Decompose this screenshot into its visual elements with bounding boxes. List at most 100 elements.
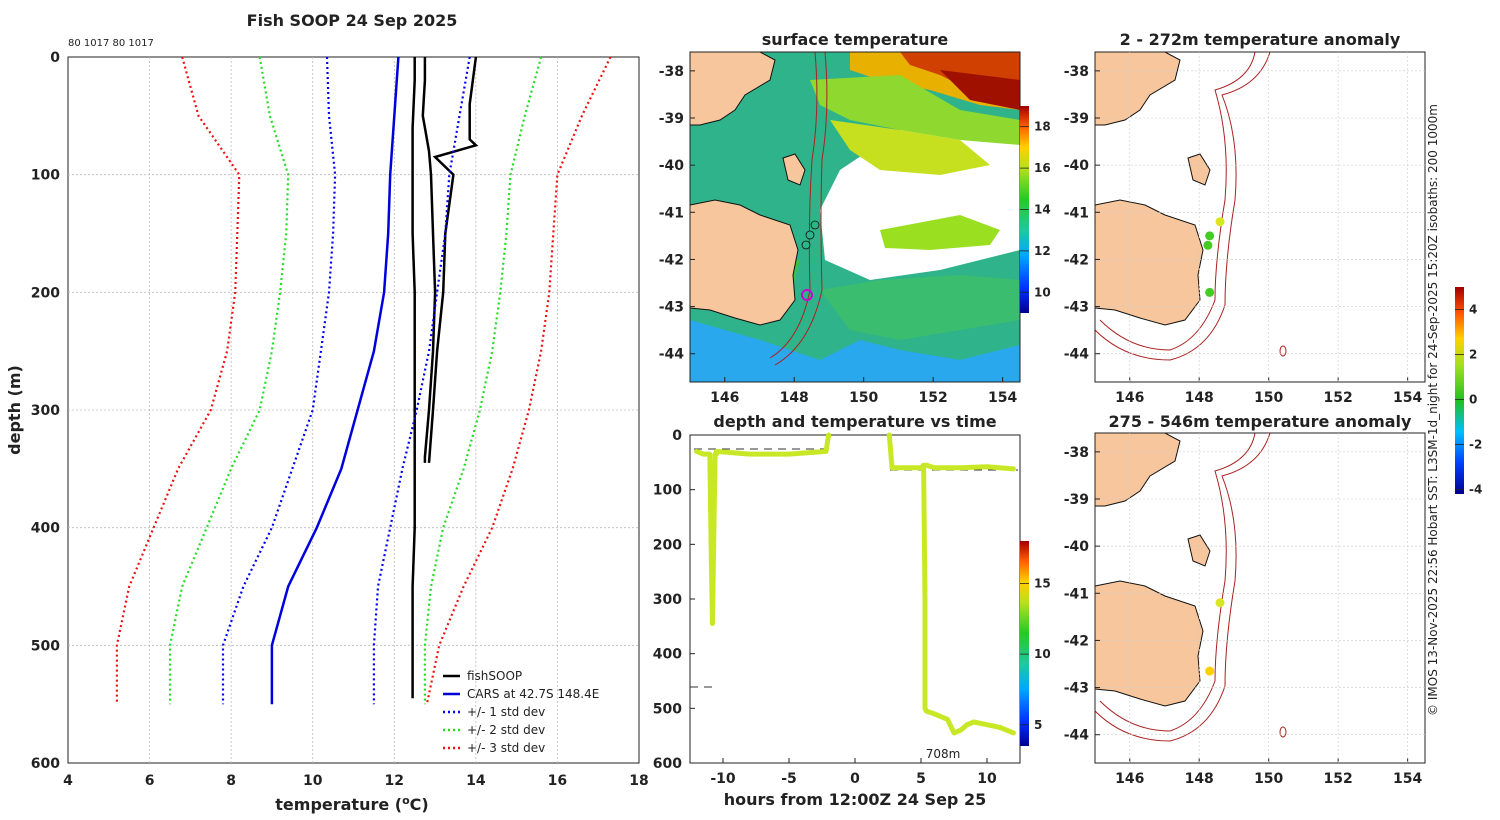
profile-series-fishsoop (411, 57, 416, 699)
depthtime-x-tick-label: -10 (710, 771, 736, 787)
depthtime-y-tick-label: 600 (653, 756, 682, 772)
map-y-tick-label: -40 (1064, 158, 1090, 174)
sst-isobath-1000 (774, 52, 828, 366)
profile-x-label: temperature (oC) (275, 794, 428, 814)
sst-field (690, 52, 1020, 382)
map-y-tick-label: -41 (659, 205, 684, 221)
depthtime-x-tick-label: 10 (977, 771, 997, 787)
depthtime-track (694, 432, 832, 627)
map-y-tick-label: -41 (1064, 586, 1089, 602)
profile-y-tick-label: 400 (31, 521, 60, 537)
profile-x-ticks: 4 6 8 10 12 14 16 18 (63, 773, 649, 789)
map-y-tick-label: -39 (1064, 111, 1089, 127)
map-y-tick-label: -43 (1064, 300, 1089, 316)
anomaly-deep-frame (1094, 432, 1426, 764)
map-x-tick-label: 148 (1185, 390, 1214, 406)
profile-series--3-std-dev (425, 56, 612, 705)
sst-colorbar-ticks: 10 12 14 16 18 (1020, 120, 1051, 299)
anomaly-shallow-land-tasmania (1095, 199, 1204, 326)
profile-x-tick-label: 18 (629, 773, 648, 789)
profile-series--3-std-dev (115, 56, 241, 705)
map-x-tick-label: 150 (1254, 771, 1283, 787)
anomaly-colorbar-ticks: -4 -2 0 2 4 (1455, 303, 1482, 497)
anomaly-shallow-y-ticks: -38 -39 -40 -41 -42 -43 -44 (1064, 64, 1100, 363)
profile-series--1-std-dev (221, 56, 337, 705)
anomaly-point (1205, 231, 1215, 241)
colorbar-tick-label: 10 (1034, 285, 1051, 299)
profile-x-tick-label: 6 (145, 773, 155, 789)
anomaly-shallow-seamount (1279, 345, 1287, 357)
anomaly-deep-title: 275 - 546m temperature anomaly (1109, 412, 1412, 431)
colorbar-tick-label: 12 (1034, 244, 1051, 258)
profile-title: Fish SOOP 24 Sep 2025 (247, 11, 458, 30)
map-x-tick-label: 154 (1393, 390, 1422, 406)
map-y-tick-label: -44 (659, 347, 685, 363)
profile-legend-entry: fishSOOP (467, 669, 522, 683)
profile-x-tick-label: 8 (226, 773, 236, 789)
map-y-tick-label: -42 (1064, 633, 1089, 649)
anomaly-point (1215, 217, 1225, 227)
sst-x-ticks: 146 148 150 152 154 (710, 377, 1017, 406)
map-y-tick-label: -38 (1064, 64, 1089, 80)
map-y-tick-label: -43 (1064, 681, 1089, 697)
profile-x-tick-label: 14 (466, 773, 486, 789)
colorbar-tick-label: -4 (1469, 483, 1482, 497)
map-x-tick-label: 148 (780, 390, 809, 406)
sst-land-flinders (782, 153, 806, 186)
anomaly-map-shallow: 2 - 272m temperature anomaly 146 148 150 15… (1064, 30, 1426, 406)
depthtime-x-label: hours from 12:00Z 24 Sep 25 (724, 790, 986, 809)
side-caption: © IMOS 13-Nov-2025 22:56 Hobart SST: L3S… (1426, 104, 1440, 716)
profile-x-tick-label: 4 (63, 773, 73, 789)
map-x-tick-label: 150 (849, 390, 878, 406)
profile-legend-entry: +/- 2 std dev (467, 723, 545, 737)
anomaly-shallow-title: 2 - 272m temperature anomaly (1120, 30, 1401, 49)
anomaly-shallow-frame (1094, 51, 1426, 383)
depthtime-title: depth and temperature vs time (713, 412, 996, 431)
colorbar-tick-label: 2 (1469, 348, 1477, 362)
sst-land-victoria (690, 52, 776, 126)
depthtime-annotation: 708m (926, 747, 961, 761)
profile-y-tick-label: 600 (31, 756, 60, 772)
map-x-tick-label: 152 (1324, 771, 1353, 787)
colorbar-tick-label: 10 (1034, 647, 1051, 661)
sst-obs-point (805, 230, 815, 240)
depthtime-x-tick-label: -5 (781, 771, 797, 787)
depthtime-y-ticks: 0 100 200 300 400 500 600 (653, 428, 695, 772)
depthtime-y-tick-label: 100 (653, 483, 682, 499)
anomaly-point (1215, 598, 1225, 608)
map-x-tick-label: 146 (710, 390, 739, 406)
sst-cars-location (801, 289, 813, 301)
profile-series--1-std-dev (372, 56, 471, 705)
depthtime-y-tick-label: 200 (653, 537, 682, 553)
anomaly-shallow-points (1203, 217, 1225, 297)
anomaly-deep-y-ticks: -38 -39 -40 -41 -42 -43 -44 (1064, 445, 1100, 744)
anomaly-deep-land-victoria (1095, 433, 1181, 507)
map-y-tick-label: -44 (1064, 347, 1090, 363)
profile-legend-entry: +/- 1 std dev (467, 705, 545, 719)
profile-lines (115, 56, 612, 705)
sst-panel: surface temperature (659, 30, 1051, 406)
depthtime-x-tick-label: 5 (916, 771, 926, 787)
anomaly-deep-isobath-200 (1099, 433, 1256, 732)
anomaly-point (1205, 287, 1215, 297)
depthtime-colorbar-ticks: 5 10 15 (1020, 576, 1051, 732)
depthtime-x-tick-label: 0 (850, 771, 860, 787)
colorbar-tick-label: 14 (1034, 203, 1051, 217)
profile-subtitle: 80 1017 80 1017 (68, 38, 154, 49)
map-y-tick-label: -39 (1064, 492, 1089, 508)
profile-legend: fishSOOP CARS at 42.7S 148.4E +/- 1 std de… (443, 669, 599, 755)
depthtime-axes-frame (689, 434, 1021, 764)
map-y-tick-label: -43 (659, 300, 684, 316)
anomaly-deep-x-ticks: 146 148 150 152 154 (1095, 433, 1425, 787)
depthtime-panel: depth and temperature vs time -10 -5 0 5 10 … (653, 412, 1051, 809)
colorbar-tick-label: -2 (1469, 438, 1482, 452)
profile-x-tick-label: 12 (385, 773, 404, 789)
map-x-tick-label: 146 (1115, 771, 1144, 787)
profile-y-ticks: 0 100 200 300 400 500 600 (31, 50, 60, 772)
colorbar-tick-label: 18 (1034, 120, 1051, 134)
map-y-tick-label: -40 (659, 158, 685, 174)
anomaly-deep-land-tasmania (1095, 580, 1204, 707)
sst-title: surface temperature (762, 30, 949, 49)
